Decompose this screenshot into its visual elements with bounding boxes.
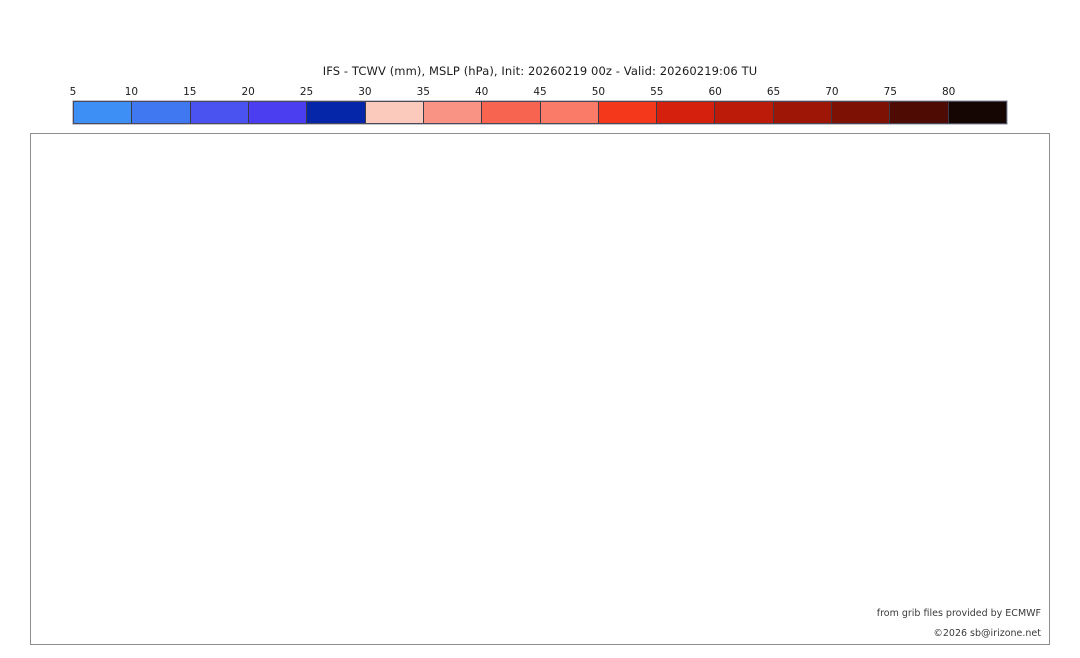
colorbar-tick-5: 5 [69,86,77,98]
colorbar-tick-10: 10 [124,86,139,98]
colorbar-swatch-65 [773,102,833,123]
colorbar-tick-55: 55 [650,86,664,98]
colorbar-tick-45: 45 [533,86,547,98]
colorbar-swatch-75 [890,102,949,123]
colorbar-swatch-60 [715,102,774,123]
colorbar-tick-labels: 5 10 15 20 25 30 35 40 45 50 55 60 65 70 75 80 [69,86,1007,100]
map-panel[interactable]: from grib files provided by ECMWF ©2026 … [30,133,1050,645]
colorbar-tick-50: 50 [591,86,606,98]
copyright-credit: ©2026 sb@irizone.net [933,628,1041,639]
colorbar-tick-70: 70 [825,86,839,98]
colorbar: 5 10 15 20 25 30 35 40 45 50 55 60 65 70 75 80 [69,86,1007,126]
colorbar-tick-20: 20 [241,86,255,98]
tcwv-mslp-map[interactable] [31,134,1049,644]
colorbar-swatch-70 [832,102,891,123]
colorbar-tick-30: 30 [358,86,372,98]
colorbar-swatch-25 [307,102,366,123]
colorbar-tick-15: 15 [183,86,197,98]
colorbar-swatch-40 [482,102,541,123]
colorbar-swatch-5 [74,102,133,123]
colorbar-tick-65: 65 [766,86,781,98]
colorbar-tick-35: 35 [416,86,430,98]
colorbar-tick-80: 80 [941,86,956,98]
colorbar-swatch-30 [365,102,424,123]
colorbar-swatch-35 [423,102,483,123]
page-title: IFS - TCWV (mm), MSLP (hPa), Init: 20260… [322,64,758,78]
colorbar-swatches [73,101,1007,124]
colorbar-swatch-15 [190,102,249,123]
source-credit: from grib files provided by ECMWF [876,608,1041,619]
colorbar-tick-75: 75 [883,86,897,98]
colorbar-swatch-20 [248,102,308,123]
colorbar-tick-40: 40 [474,86,489,98]
colorbar-tick-60: 60 [708,86,722,98]
colorbar-swatch-50 [598,102,658,123]
colorbar-swatch-55 [657,102,716,123]
colorbar-swatch-45 [540,102,599,123]
colorbar-swatch-10 [132,102,191,123]
colorbar-swatch-80 [948,102,1006,123]
colorbar-tick-25: 25 [299,86,314,98]
